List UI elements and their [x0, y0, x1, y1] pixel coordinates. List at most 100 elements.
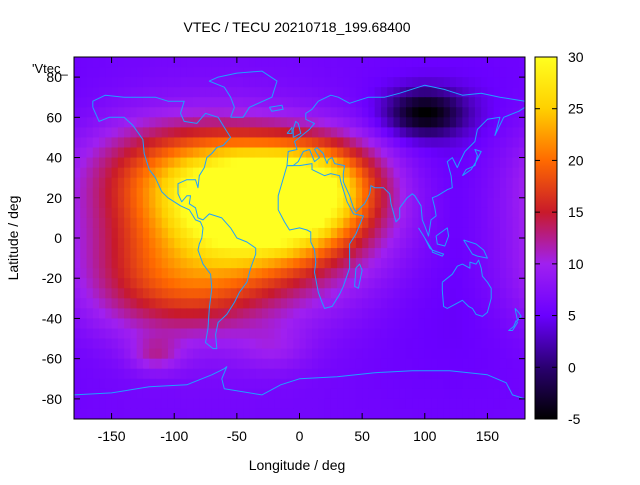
- heatmap-cell: [330, 227, 338, 239]
- heatmap-cell: [437, 107, 445, 118]
- heatmap-cell: [481, 378, 489, 390]
- heatmap-cell: [362, 187, 369, 199]
- heatmap-cell: [193, 408, 200, 419]
- heatmap-cell: [236, 157, 244, 169]
- heatmap-cell: [261, 197, 269, 209]
- heatmap-cell: [286, 368, 294, 380]
- heatmap-cell: [518, 238, 525, 249]
- heatmap-cell: [393, 137, 401, 149]
- heatmap-cell: [462, 227, 470, 239]
- heatmap-cell: [218, 358, 225, 370]
- heatmap-cell: [412, 57, 420, 68]
- heatmap-cell: [481, 408, 489, 419]
- heatmap-cell: [343, 77, 351, 88]
- heatmap-cell: [249, 197, 257, 209]
- heatmap-cell: [487, 177, 495, 189]
- heatmap-cell: [374, 57, 382, 68]
- heatmap-cell: [380, 67, 388, 78]
- heatmap-cell: [255, 368, 263, 380]
- heatmap-cell: [124, 97, 131, 108]
- heatmap-cell: [424, 57, 432, 68]
- heatmap-cell: [74, 97, 81, 108]
- heatmap-cell: [499, 278, 507, 289]
- heatmap-cell: [261, 368, 269, 380]
- heatmap-cell: [387, 157, 395, 169]
- colorbar-tick-label: -5: [568, 411, 581, 427]
- heatmap-cell: [474, 177, 482, 189]
- heatmap-cell: [349, 298, 357, 309]
- heatmap-cell: [236, 388, 244, 400]
- heatmap-cell: [286, 278, 294, 289]
- heatmap-cell: [186, 248, 194, 259]
- heatmap-cell: [193, 97, 200, 108]
- heatmap-cell: [362, 177, 369, 189]
- heatmap-cell: [280, 348, 288, 360]
- heatmap-cell: [412, 368, 420, 380]
- heatmap-cell: [399, 258, 407, 269]
- heatmap-cell: [449, 328, 457, 340]
- heatmap-cell: [481, 348, 489, 360]
- heatmap-cell: [443, 278, 451, 289]
- heatmap-cell: [362, 238, 369, 249]
- heatmap-cell: [224, 187, 232, 199]
- heatmap-cell: [499, 97, 507, 108]
- heatmap-cell: [487, 298, 495, 309]
- heatmap-cell: [499, 388, 507, 400]
- heatmap-cell: [255, 378, 263, 390]
- heatmap-cell: [236, 57, 244, 68]
- heatmap-cell: [193, 308, 200, 320]
- heatmap-cell: [205, 227, 213, 239]
- heatmap-cell: [481, 127, 489, 139]
- heatmap-cell: [305, 127, 313, 139]
- heatmap-cell: [362, 328, 369, 340]
- heatmap-cell: [80, 127, 88, 139]
- heatmap-cell: [149, 338, 157, 350]
- heatmap-cell: [343, 298, 351, 309]
- heatmap-cell: [518, 328, 525, 340]
- heatmap-cell: [318, 288, 326, 299]
- heatmap-cell: [506, 258, 514, 269]
- heatmap-cell: [312, 288, 319, 299]
- heatmap-cell: [349, 197, 357, 209]
- heatmap-cell: [468, 217, 476, 229]
- heatmap-cell: [493, 127, 501, 139]
- heatmap-cell: [349, 67, 357, 78]
- heatmap-cell: [318, 127, 326, 139]
- heatmap-cell: [405, 167, 413, 179]
- heatmap-cell: [255, 408, 263, 419]
- heatmap-cell: [337, 338, 344, 350]
- heatmap-cell: [318, 207, 326, 219]
- heatmap-cell: [462, 388, 470, 400]
- heatmap-cell: [236, 217, 244, 229]
- heatmap-cell: [230, 408, 238, 419]
- heatmap-cell: [180, 408, 188, 419]
- heatmap-cell: [174, 368, 182, 380]
- heatmap-cell: [99, 147, 106, 159]
- heatmap-cell: [349, 217, 357, 229]
- heatmap-cell: [255, 207, 263, 219]
- heatmap-cell: [92, 298, 100, 309]
- heatmap-cell: [205, 137, 213, 149]
- heatmap-cell: [405, 177, 413, 189]
- heatmap-cell: [412, 157, 420, 169]
- heatmap-cell: [99, 67, 106, 78]
- heatmap-cell: [493, 117, 501, 128]
- heatmap-cell: [437, 207, 445, 219]
- x-axis-ticks: -150 -100 -50 0 50 100 150: [98, 57, 499, 444]
- heatmap-cell: [312, 167, 319, 179]
- heatmap-cell: [280, 197, 288, 209]
- heatmap-cell: [337, 318, 344, 330]
- heatmap-cell: [286, 107, 294, 118]
- heatmap-cell: [443, 378, 451, 390]
- heatmap-cell: [399, 117, 407, 128]
- heatmap-cell: [305, 67, 313, 78]
- heatmap-cell: [512, 167, 520, 179]
- heatmap-cell: [149, 197, 157, 209]
- heatmap-cell: [449, 57, 457, 68]
- heatmap-cell: [493, 378, 501, 390]
- heatmap-cell: [318, 217, 326, 229]
- heatmap-cell: [86, 207, 94, 219]
- heatmap-cell: [355, 187, 363, 199]
- heatmap-cell: [155, 378, 163, 390]
- heatmap-cell: [111, 268, 119, 279]
